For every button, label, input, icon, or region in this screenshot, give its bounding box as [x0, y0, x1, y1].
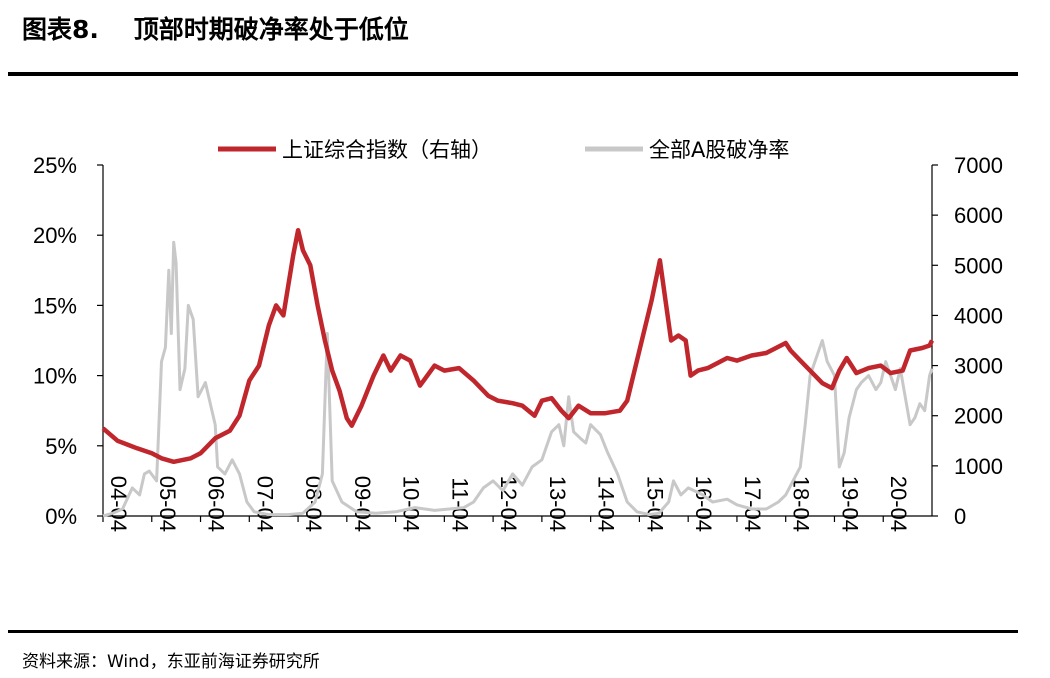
x-tick-label: 04-04 — [106, 476, 131, 532]
left-tick-label: 20% — [33, 223, 77, 248]
x-tick-label: 18-04 — [789, 476, 814, 532]
x-tick-label: 15-04 — [642, 476, 667, 532]
series-layer — [101, 227, 935, 518]
index-series-line — [101, 227, 935, 465]
x-tick-label: 09-04 — [350, 476, 375, 532]
bottom-rule — [8, 630, 1018, 633]
x-tick-label: 07-04 — [252, 476, 277, 532]
legend-label: 上证综合指数（右轴） — [282, 138, 492, 162]
right-tick-label: 2000 — [954, 404, 1003, 429]
x-tick-label: 17-04 — [740, 476, 765, 532]
right-tick-label: 1000 — [954, 454, 1003, 479]
ratio-series-line — [102, 240, 934, 518]
right-tick-label: 5000 — [954, 253, 1003, 278]
x-tick-label: 20-04 — [886, 476, 911, 532]
right-tick-label: 3000 — [954, 354, 1003, 379]
chart-axes: 0% 5% 10% 15% 20% 25% 0 1000 2000 3000 4000 5000 600… — [33, 153, 1003, 532]
left-tick-label: 25% — [33, 153, 77, 178]
source-note: 资料来源：Wind，东亚前海证券研究所 — [22, 652, 320, 672]
top-rule — [8, 72, 1018, 76]
left-tick-label: 5% — [45, 434, 77, 459]
x-tick-label: 05-04 — [155, 476, 180, 532]
legend-label: 全部A股破净率 — [649, 138, 789, 162]
figure-title: 图表8. 顶部时期破净率处于低位 — [22, 10, 409, 46]
x-tick-label: 12-04 — [496, 476, 521, 532]
left-tick-label: 15% — [33, 293, 77, 318]
x-tick-label: 19-04 — [837, 476, 862, 532]
right-tick-label: 0 — [954, 504, 966, 529]
x-tick-label: 13-04 — [545, 476, 570, 532]
right-tick-label: 7000 — [954, 153, 1003, 178]
x-tick-label: 10-04 — [399, 476, 424, 532]
chart-legend: 上证综合指数（右轴） 全部A股破净率 — [218, 138, 789, 162]
right-tick-label: 6000 — [954, 203, 1003, 228]
x-tick-label: 14-04 — [594, 476, 619, 532]
left-tick-label: 0% — [45, 504, 77, 529]
left-tick-label: 10% — [33, 364, 77, 389]
x-tick-label: 16-04 — [691, 476, 716, 532]
x-tick-label: 06-04 — [204, 476, 229, 532]
right-tick-label: 4000 — [954, 303, 1003, 328]
figure-title-text: 顶部时期破净率处于低位 — [133, 15, 409, 44]
figure-number: 图表8. — [22, 15, 99, 44]
